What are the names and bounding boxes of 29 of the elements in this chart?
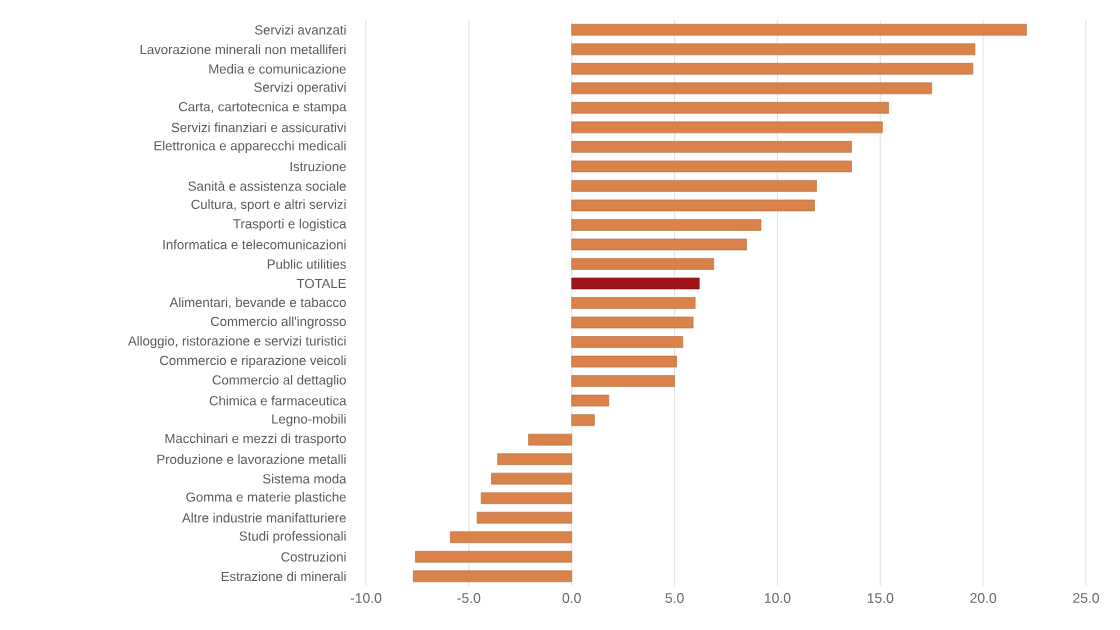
bar: [571, 199, 815, 212]
bar: [571, 102, 889, 114]
bar: [491, 472, 573, 485]
bar: [571, 277, 700, 290]
bar: [497, 453, 573, 465]
bar: [480, 492, 573, 504]
bar: [571, 316, 694, 329]
bar: [528, 433, 573, 446]
bar: [571, 43, 976, 56]
bar: [571, 219, 762, 231]
bar: [571, 82, 933, 95]
bar: [571, 394, 610, 407]
bar: [571, 297, 696, 309]
bar: [571, 375, 675, 387]
bar: [571, 121, 883, 134]
bar: [571, 238, 747, 251]
bar: [571, 180, 817, 192]
bar: [571, 258, 714, 270]
bar: [415, 550, 573, 563]
bar: [413, 570, 573, 583]
bar: [571, 160, 852, 173]
bar: [571, 414, 595, 426]
bar: [476, 511, 573, 524]
bar: [571, 355, 677, 368]
bar: [571, 141, 852, 153]
bar: [571, 63, 974, 75]
bar: [571, 336, 684, 348]
bar: [571, 23, 1027, 36]
bar: [450, 531, 573, 544]
